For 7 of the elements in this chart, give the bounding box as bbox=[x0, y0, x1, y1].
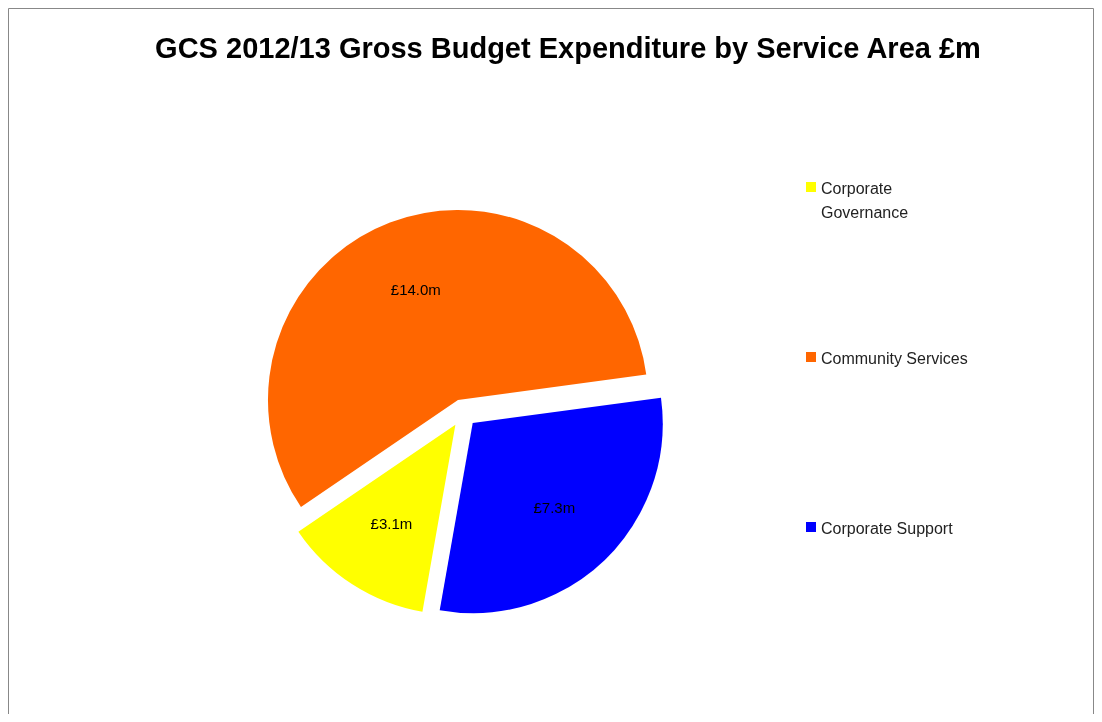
legend-label: Community Services bbox=[821, 349, 968, 367]
data-label: £3.1m bbox=[370, 514, 413, 532]
data-label: £14.0m bbox=[390, 281, 441, 299]
chart-title: GCS 2012/13 Gross Budget Expenditure by Service Area £m bbox=[155, 32, 981, 64]
data-label: £7.3m bbox=[533, 499, 576, 517]
legend-label: Corporate Support bbox=[821, 519, 954, 537]
legend-label: Corporate Governance bbox=[821, 179, 909, 221]
